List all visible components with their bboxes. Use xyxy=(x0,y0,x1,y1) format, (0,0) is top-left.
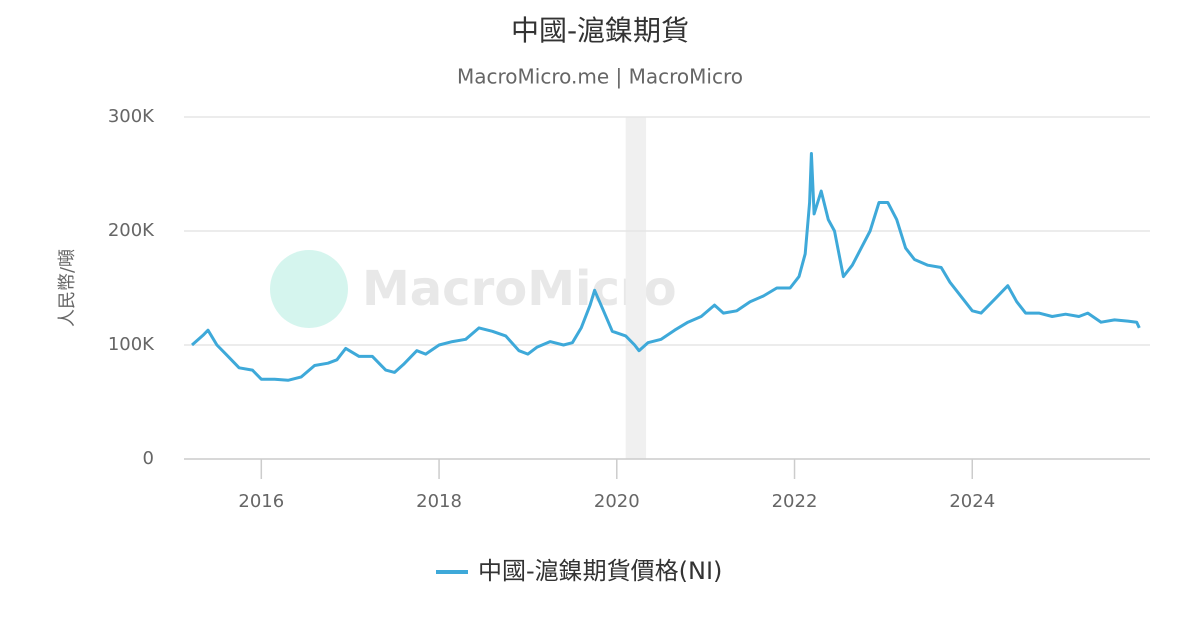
x-tick-label: 2022 xyxy=(772,491,818,512)
x-tick-label: 2018 xyxy=(416,491,462,512)
y-axis-label: 人民幣/噸 xyxy=(57,249,78,327)
chart-subtitle: MacroMicro.me | MacroMicro xyxy=(457,65,743,89)
data-line xyxy=(191,152,1141,382)
y-tick-label: 100K xyxy=(108,334,155,355)
legend-label: 中國-滬鎳期貨價格(NI) xyxy=(478,557,722,585)
shaded-region xyxy=(625,117,647,459)
x-tick-label: 2020 xyxy=(594,491,640,512)
watermark-logo xyxy=(270,250,348,328)
y-tick-label: 300K xyxy=(108,106,155,127)
watermark: MacroMicro xyxy=(362,261,677,317)
chart-title: 中國-滬鎳期貨 xyxy=(511,14,689,47)
x-tick-label: 2024 xyxy=(949,491,995,512)
x-tick-label: 2016 xyxy=(238,491,284,512)
y-tick-label: 200K xyxy=(108,220,155,241)
y-tick-label: 0 xyxy=(143,448,154,469)
